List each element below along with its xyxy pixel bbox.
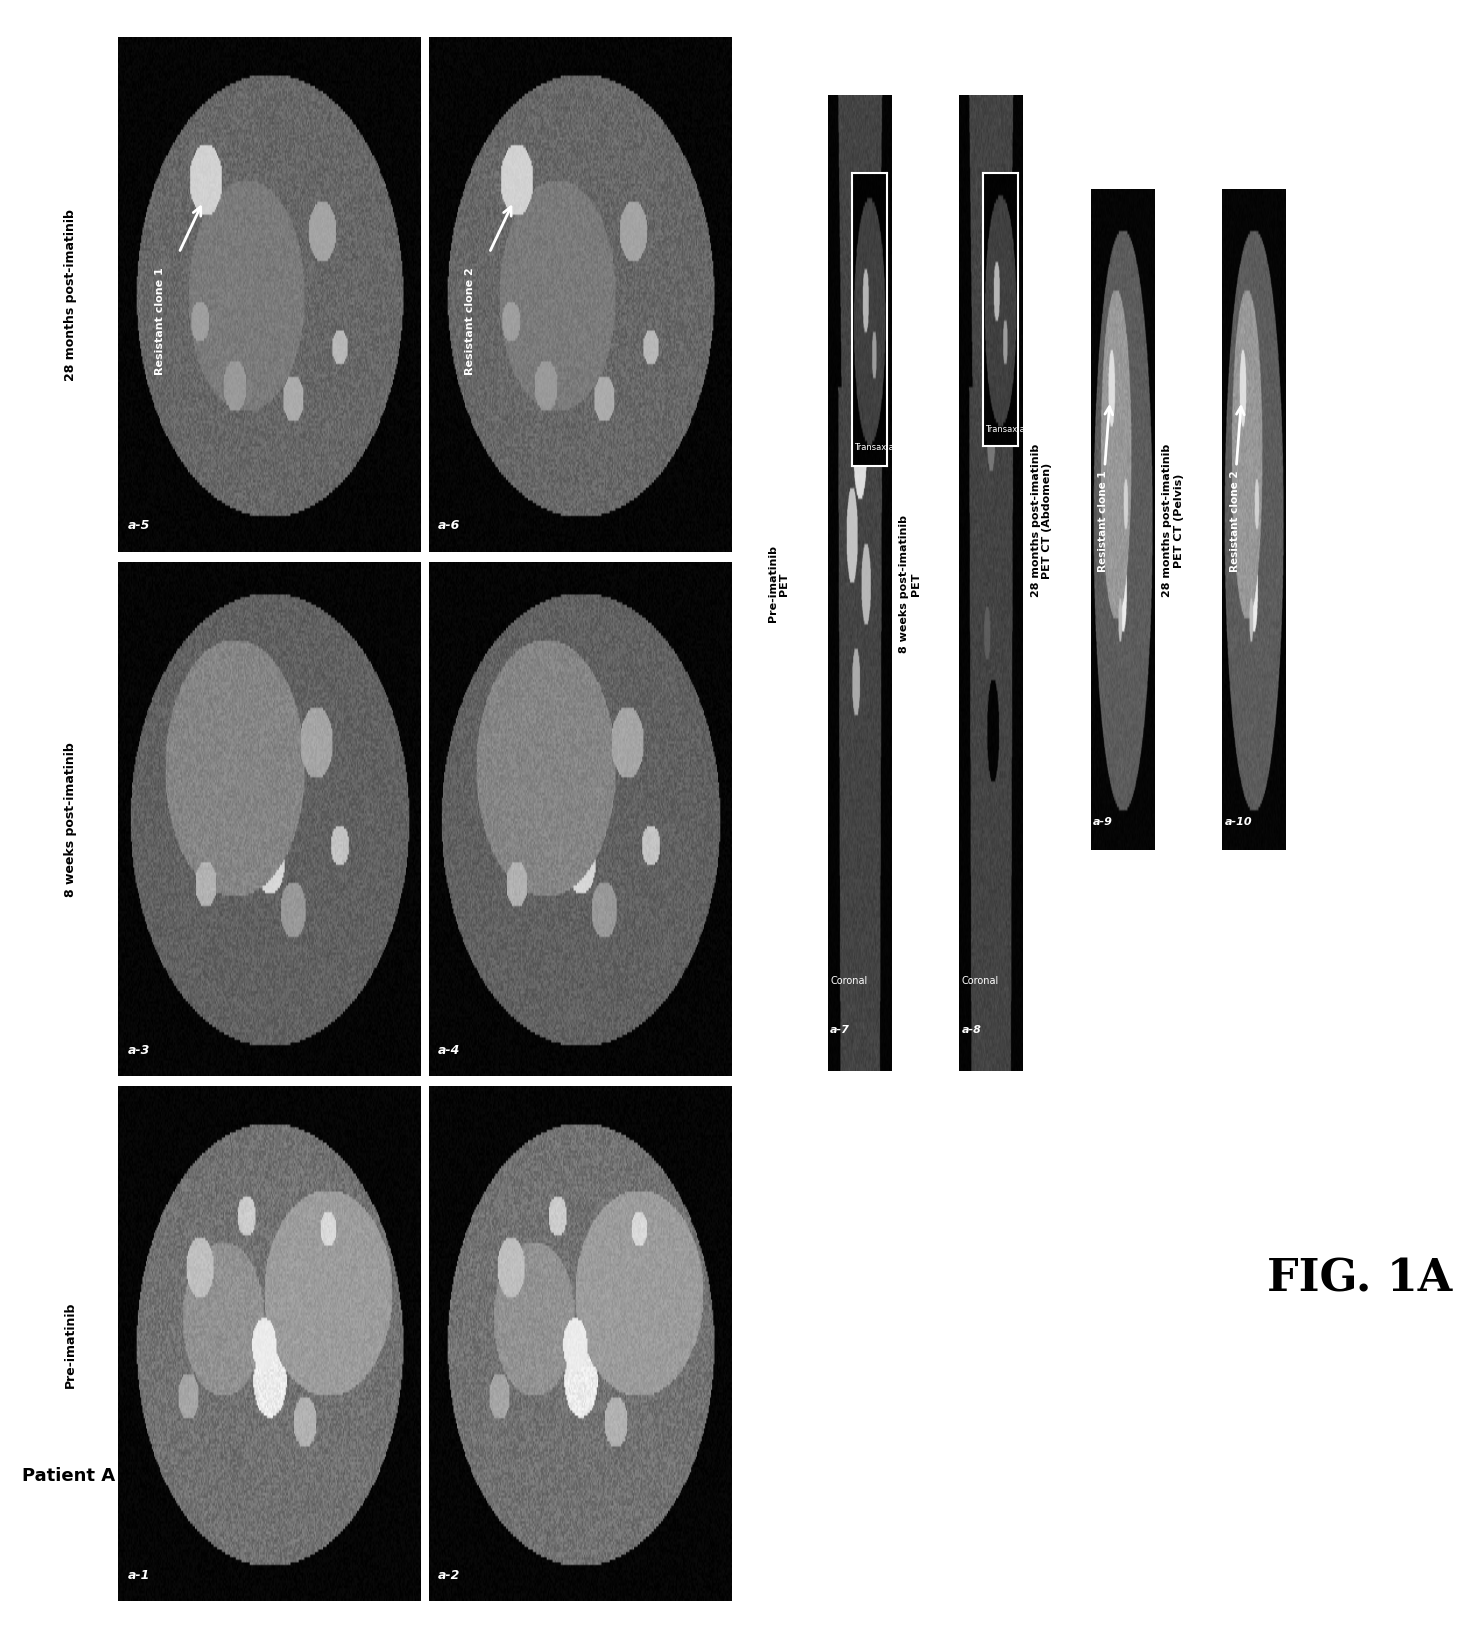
Text: Transaxial: Transaxial <box>986 425 1027 433</box>
Text: Resistant clone 2: Resistant clone 2 <box>1230 470 1240 572</box>
Text: Coronal: Coronal <box>962 975 999 985</box>
Text: a-4: a-4 <box>437 1044 460 1056</box>
Text: Patient A: Patient A <box>22 1467 115 1483</box>
Text: FIG. 1A: FIG. 1A <box>1267 1257 1453 1300</box>
Text: a-2: a-2 <box>437 1569 460 1580</box>
Text: 28 months post-imatinib
PET CT (Pelvis): 28 months post-imatinib PET CT (Pelvis) <box>1162 444 1184 597</box>
Text: Transaxial: Transaxial <box>854 443 896 452</box>
Text: 8 weeks post-imatinib
PET: 8 weeks post-imatinib PET <box>899 515 921 652</box>
Text: a-3: a-3 <box>127 1044 149 1056</box>
Text: a-5: a-5 <box>127 520 149 531</box>
Text: Coronal: Coronal <box>831 975 868 985</box>
Text: a-6: a-6 <box>437 520 460 531</box>
Text: a-7: a-7 <box>831 1024 850 1034</box>
Text: Pre-imatinib: Pre-imatinib <box>64 1301 77 1387</box>
Text: a-8: a-8 <box>962 1024 981 1034</box>
Text: Pre-imatinib
PET: Pre-imatinib PET <box>767 546 789 621</box>
Text: 28 months post-imatinib: 28 months post-imatinib <box>64 210 77 380</box>
Text: Resistant clone 1: Resistant clone 1 <box>1098 470 1108 572</box>
Text: 28 months post-imatinib
PET CT (Abdomen): 28 months post-imatinib PET CT (Abdomen) <box>1030 444 1052 597</box>
Text: a-9: a-9 <box>1094 816 1113 826</box>
Text: a-10: a-10 <box>1225 816 1252 826</box>
Text: Resistant clone 1: Resistant clone 1 <box>155 267 164 375</box>
Text: Resistant clone 2: Resistant clone 2 <box>466 267 474 375</box>
Text: a-1: a-1 <box>127 1569 149 1580</box>
Text: 8 weeks post-imatinib: 8 weeks post-imatinib <box>64 742 77 897</box>
